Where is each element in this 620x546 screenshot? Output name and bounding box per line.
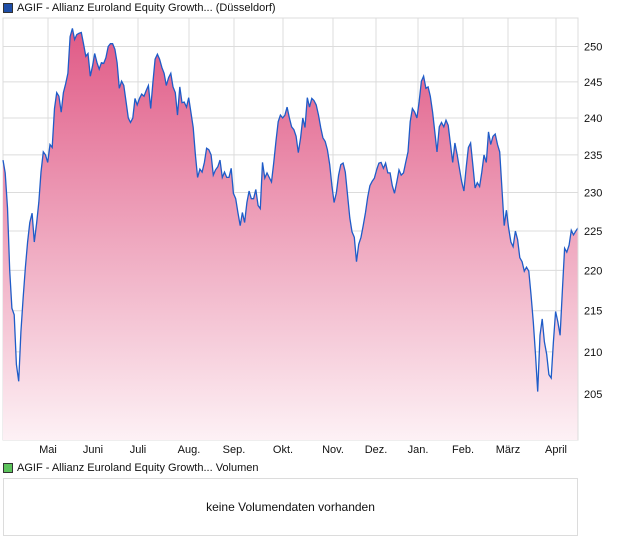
y-tick-label: 225	[584, 226, 602, 238]
price-chart: Mai Juni Juli Aug. Sep. Okt. Nov. Dez. Jan. Feb. M…	[2, 17, 602, 456]
y-tick-label: 215	[584, 306, 602, 318]
volume-empty-message: keine Volumendaten vorhanden	[206, 500, 375, 514]
x-tick-label: Juni	[83, 444, 103, 456]
x-tick-label: Aug.	[178, 444, 201, 456]
volume-legend: AGIF - Allianz Euroland Equity Growth...…	[3, 462, 259, 474]
price-legend: AGIF - Allianz Euroland Equity Growth...…	[3, 2, 276, 14]
x-tick-label: Mai	[39, 444, 57, 456]
volume-panel: keine Volumendaten vorhanden	[3, 478, 578, 536]
x-tick-label: Jan.	[408, 444, 429, 456]
x-tick-label: Sep.	[223, 444, 246, 456]
x-tick-label: Dez.	[365, 444, 388, 456]
x-tick-label: Okt.	[273, 444, 293, 456]
volume-legend-swatch	[3, 463, 13, 473]
volume-legend-label: AGIF - Allianz Euroland Equity Growth...…	[17, 462, 259, 474]
price-legend-label: AGIF - Allianz Euroland Equity Growth...…	[17, 2, 276, 14]
y-tick-label: 245	[584, 77, 602, 89]
price-series-line	[2, 28, 579, 392]
y-tick-label: 205	[584, 389, 602, 401]
price-legend-swatch	[3, 3, 13, 13]
y-tick-label: 240	[584, 113, 602, 125]
x-tick-label: März	[496, 444, 520, 456]
x-tick-label: Nov.	[322, 444, 344, 456]
y-tick-label: 230	[584, 188, 602, 200]
x-tick-label: Juli	[130, 444, 147, 456]
y-tick-label: 210	[584, 347, 602, 359]
y-tick-label: 235	[584, 150, 602, 162]
y-tick-label: 250	[584, 41, 602, 53]
y-tick-label: 220	[584, 265, 602, 277]
x-tick-label: Feb.	[452, 444, 474, 456]
x-tick-label: April	[545, 444, 567, 456]
